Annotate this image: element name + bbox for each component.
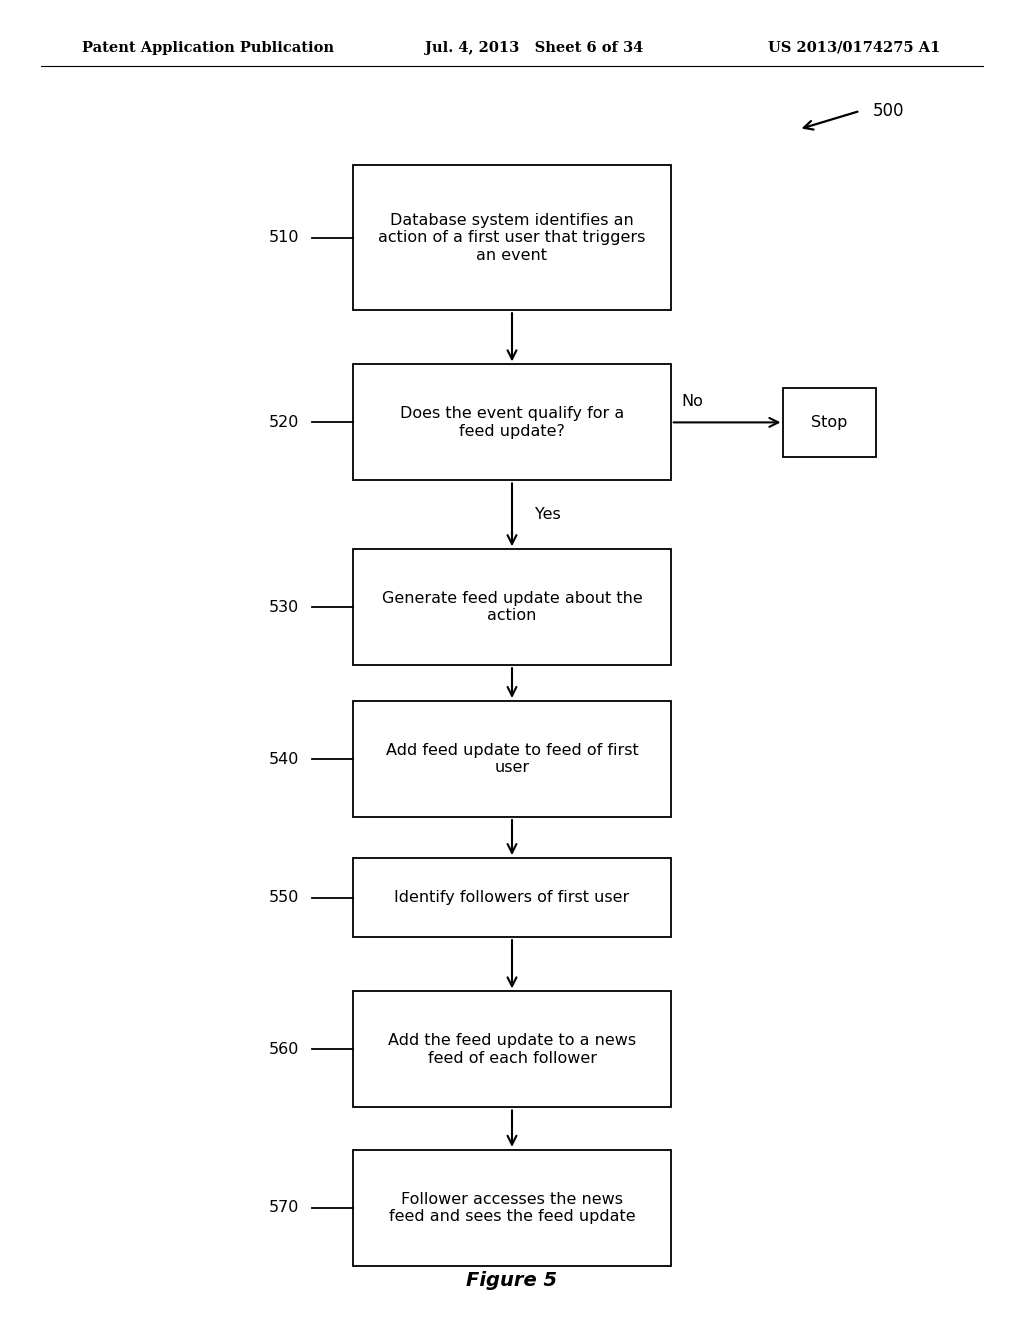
FancyBboxPatch shape	[353, 1150, 671, 1266]
Text: 510: 510	[268, 230, 299, 246]
Text: Add feed update to feed of first
user: Add feed update to feed of first user	[386, 743, 638, 775]
Text: Stop: Stop	[811, 414, 848, 430]
Text: 530: 530	[268, 599, 299, 615]
Text: Yes: Yes	[535, 507, 560, 523]
Text: 560: 560	[268, 1041, 299, 1057]
FancyBboxPatch shape	[353, 991, 671, 1107]
Text: 520: 520	[268, 414, 299, 430]
Text: 500: 500	[872, 102, 904, 120]
FancyBboxPatch shape	[353, 165, 671, 310]
FancyBboxPatch shape	[783, 388, 876, 457]
Text: Add the feed update to a news
feed of each follower: Add the feed update to a news feed of ea…	[388, 1034, 636, 1065]
Text: Follower accesses the news
feed and sees the feed update: Follower accesses the news feed and sees…	[389, 1192, 635, 1224]
Text: 570: 570	[268, 1200, 299, 1216]
FancyBboxPatch shape	[353, 364, 671, 480]
Text: 540: 540	[268, 751, 299, 767]
Text: Does the event qualify for a
feed update?: Does the event qualify for a feed update…	[400, 407, 624, 438]
FancyBboxPatch shape	[353, 858, 671, 937]
FancyBboxPatch shape	[353, 701, 671, 817]
Text: US 2013/0174275 A1: US 2013/0174275 A1	[768, 41, 940, 54]
Text: Identify followers of first user: Identify followers of first user	[394, 890, 630, 906]
Text: 550: 550	[268, 890, 299, 906]
Text: Generate feed update about the
action: Generate feed update about the action	[382, 591, 642, 623]
Text: No: No	[681, 395, 702, 409]
FancyBboxPatch shape	[353, 549, 671, 665]
Text: Jul. 4, 2013   Sheet 6 of 34: Jul. 4, 2013 Sheet 6 of 34	[425, 41, 643, 54]
Text: Database system identifies an
action of a first user that triggers
an event: Database system identifies an action of …	[378, 213, 646, 263]
Text: Figure 5: Figure 5	[467, 1271, 557, 1290]
Text: Patent Application Publication: Patent Application Publication	[82, 41, 334, 54]
